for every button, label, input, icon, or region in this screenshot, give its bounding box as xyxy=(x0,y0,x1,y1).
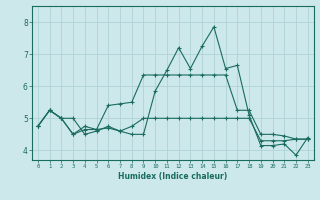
X-axis label: Humidex (Indice chaleur): Humidex (Indice chaleur) xyxy=(118,172,228,181)
